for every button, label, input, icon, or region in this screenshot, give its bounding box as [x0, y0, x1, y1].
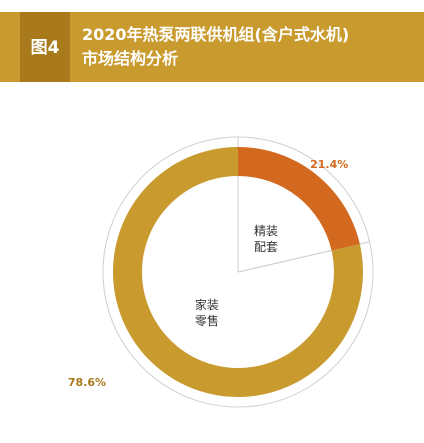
chart-title-line-2: 市场结构分析: [82, 49, 179, 68]
figure-badge: 图4: [20, 12, 70, 82]
slice-category-label-0-line2: 配套: [254, 240, 278, 254]
chart-title-line-1: 2020年热泵两联供机组(含户式水机): [82, 25, 350, 44]
outer-ring-arc-0: [237, 136, 371, 242]
slice-category-label-1-line1: 家装: [195, 297, 219, 312]
donut-slices: [113, 147, 364, 398]
slice-value-label-0: 21.4%: [310, 158, 348, 171]
slice-category-label-1-line2: 零售: [195, 313, 219, 328]
outer-rings: [102, 136, 374, 408]
slice-category-label-0-line1: 精装: [254, 224, 278, 238]
outer-ring-arc-1: [102, 136, 374, 408]
slice-value-label-1: 78.6%: [68, 376, 106, 389]
slice-0: [238, 147, 360, 251]
chart-title: 2020年热泵两联供机组(含户式水机) 市场结构分析: [82, 12, 412, 82]
header-bar: [0, 12, 424, 82]
figure-label: 图4: [30, 37, 60, 58]
